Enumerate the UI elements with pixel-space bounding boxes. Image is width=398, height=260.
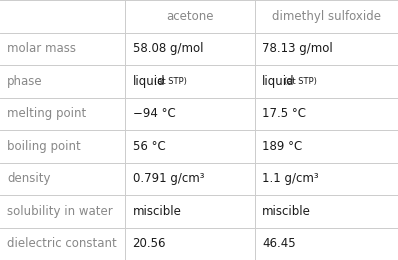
Text: liquid: liquid: [133, 75, 165, 88]
Text: liquid: liquid: [262, 75, 295, 88]
Text: 58.08 g/mol: 58.08 g/mol: [133, 42, 203, 55]
Text: dimethyl sulfoxide: dimethyl sulfoxide: [272, 10, 381, 23]
Text: 17.5 °C: 17.5 °C: [262, 107, 306, 120]
Text: density: density: [7, 172, 51, 185]
Text: −94 °C: −94 °C: [133, 107, 175, 120]
Text: melting point: melting point: [7, 107, 86, 120]
Text: 0.791 g/cm³: 0.791 g/cm³: [133, 172, 204, 185]
Text: phase: phase: [7, 75, 43, 88]
Text: (at STP): (at STP): [284, 77, 317, 86]
Text: 1.1 g/cm³: 1.1 g/cm³: [262, 172, 318, 185]
Text: acetone: acetone: [166, 10, 214, 23]
Text: 46.45: 46.45: [262, 237, 295, 250]
Text: dielectric constant: dielectric constant: [7, 237, 117, 250]
Text: molar mass: molar mass: [7, 42, 76, 55]
Text: solubility in water: solubility in water: [7, 205, 113, 218]
Text: 78.13 g/mol: 78.13 g/mol: [262, 42, 333, 55]
Text: 20.56: 20.56: [133, 237, 166, 250]
Text: miscible: miscible: [133, 205, 181, 218]
Text: 189 °C: 189 °C: [262, 140, 302, 153]
Text: miscible: miscible: [262, 205, 311, 218]
Text: boiling point: boiling point: [7, 140, 81, 153]
Text: (at STP): (at STP): [154, 77, 187, 86]
Text: 56 °C: 56 °C: [133, 140, 165, 153]
